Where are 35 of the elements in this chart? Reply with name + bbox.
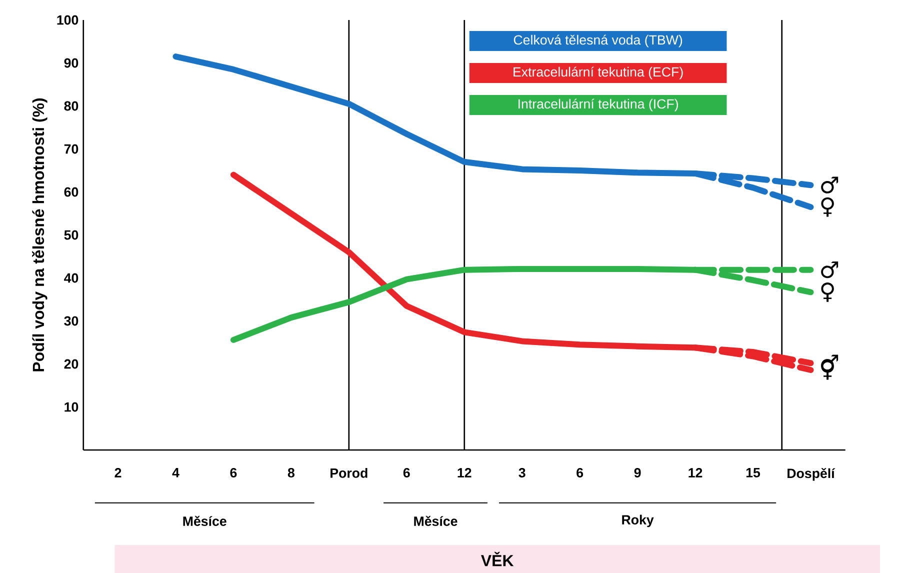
- x-tick-label: 15: [746, 468, 760, 478]
- y-tick-label: 100: [57, 15, 78, 25]
- text: Extracelulární tekutina (ECF): [514, 66, 683, 80]
- text: Měsíce: [414, 516, 458, 526]
- x-axis-title: VĚK: [480, 552, 514, 566]
- annotation: ♀: [821, 282, 834, 302]
- x-tick-label: 6: [576, 468, 584, 478]
- text: Měsíce: [183, 516, 226, 526]
- x-tick-label: Dospělí: [788, 468, 836, 481]
- y-tick-label: 10: [64, 402, 78, 412]
- annotation: ♀: [821, 197, 834, 217]
- text: Intracelulární tekutina (ICF): [518, 98, 678, 112]
- annotation: ♂: [821, 176, 838, 194]
- annotation: ♂: [821, 261, 838, 278]
- x-tick-label: 9: [634, 468, 641, 478]
- x-tick-label: 3: [518, 468, 526, 478]
- y-tick-label: 70: [64, 144, 78, 154]
- y-tick-label: 80: [64, 101, 78, 111]
- y-axis-title: Podíl vody na tělesné hmotnosti (%): [32, 98, 48, 372]
- y-tick-label: 30: [64, 316, 78, 326]
- x-tick-label: 4: [172, 468, 180, 478]
- y-tick-label: 60: [64, 187, 78, 197]
- text: Roky: [622, 514, 654, 528]
- y-tick-label: 20: [64, 359, 78, 369]
- x-tick-label: Porod: [330, 468, 368, 478]
- x-tick-label: 8: [288, 468, 294, 478]
- x-tick-label: 12: [458, 468, 472, 478]
- x-tick-label: 12: [688, 468, 702, 478]
- x-tick-label: 2: [114, 468, 122, 478]
- x-tick-label: 6: [403, 468, 410, 478]
- y-tick-label: 50: [64, 230, 78, 240]
- x-tick-label: 6: [230, 468, 237, 478]
- text: Celková tělesná voda (TBW): [514, 34, 682, 48]
- y-tick-label: 90: [64, 58, 78, 68]
- y-tick-label: 40: [64, 273, 78, 283]
